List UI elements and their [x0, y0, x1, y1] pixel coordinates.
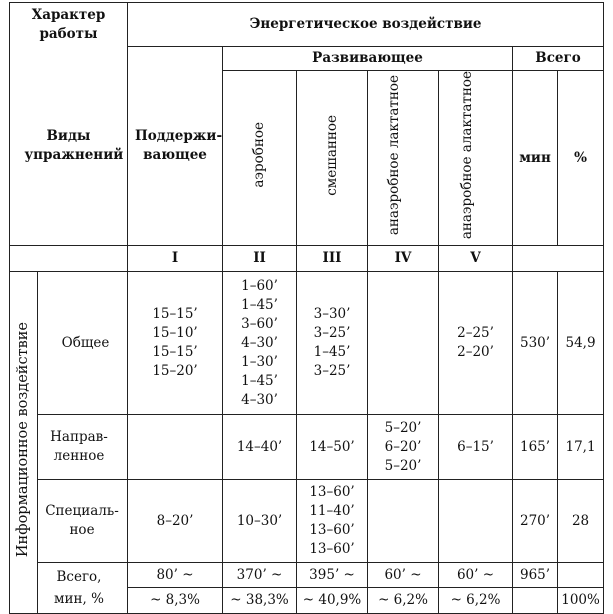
- special-col-4: [367, 479, 440, 564]
- total-min-2: 370’ ~: [222, 562, 298, 589]
- directed-col-5: 6–15’: [438, 414, 514, 481]
- roman-empty-total: [512, 245, 605, 273]
- total-min-empty: [557, 562, 605, 589]
- total-min-4: 60’ ~: [367, 562, 440, 589]
- energy-effect-header: Энергетическое воздействие: [127, 2, 605, 47]
- row-directed-label: Направ-ленное: [36, 414, 129, 481]
- anaerobic-alactate-header: анаэробное алактатное: [438, 69, 514, 247]
- total-pct-1: ~ 8,3%: [127, 587, 224, 614]
- total-pct-4: ~ 6,2%: [367, 587, 440, 614]
- anaerobic-lactate-header: анаэробное лактатное: [367, 69, 440, 247]
- general-col-5: 2–25’ 2–20’: [438, 271, 514, 416]
- total-min-sum: 965’: [512, 562, 559, 589]
- general-min: 530’: [512, 271, 559, 416]
- row-special-label: Специаль-ное: [36, 479, 129, 564]
- aerobic-header: аэробное: [222, 69, 298, 247]
- directed-col-2: 14–40’: [222, 414, 298, 481]
- total-min-5: 60’ ~: [438, 562, 514, 589]
- directed-col-3: 14–50’: [296, 414, 369, 481]
- general-col-1: 15–15’ 15–10’ 15–15’ 15–20’: [127, 271, 224, 416]
- roman-1: I: [127, 245, 224, 273]
- mixed-header: смешанное: [296, 69, 369, 247]
- roman-5: V: [438, 245, 514, 273]
- directed-col-1: [127, 414, 224, 481]
- exercise-types-header: Виды упражнений: [8, 46, 129, 247]
- special-col-3: 13–60’ 11–40’ 13–60’ 13–60’: [296, 479, 369, 564]
- work-character-header: Характер работы: [8, 2, 129, 47]
- roman-empty: [8, 245, 129, 273]
- total-pct-5: ~ 6,2%: [438, 587, 514, 614]
- special-min: 270’: [512, 479, 559, 564]
- directed-pct: 17,1: [557, 414, 605, 481]
- general-col-3: 3–30’ 3–25’ 1–45’ 3–25’: [296, 271, 369, 416]
- percent-header: %: [557, 69, 605, 247]
- roman-3: III: [296, 245, 369, 273]
- special-col-2: 10–30’: [222, 479, 298, 564]
- info-effect-label: Информационное воздействие: [9, 271, 38, 614]
- row-general-label: Общее: [36, 271, 129, 416]
- total-pct-2: ~ 38,3%: [222, 587, 298, 614]
- directed-col-4: 5–20’ 6–20’ 5–20’: [367, 414, 440, 481]
- min-header: мин: [512, 69, 559, 247]
- total-pct-sum: 100%: [557, 587, 605, 614]
- special-col-5: [438, 479, 514, 564]
- developing-header: Развивающее: [222, 46, 514, 71]
- special-col-1: 8–20’: [127, 479, 224, 564]
- total-header: Всего: [512, 46, 605, 71]
- maintaining-header: Поддержи-вающее: [127, 45, 224, 246]
- roman-4: IV: [367, 245, 440, 273]
- roman-2: II: [222, 245, 298, 273]
- total-min-3: 395’ ~: [296, 562, 369, 589]
- special-pct: 28: [557, 479, 605, 564]
- general-col-4: [367, 271, 440, 416]
- general-col-2: 1–60’ 1–45’ 3–60’ 4–30’ 1–30’ 1–45’ 4–30’: [222, 271, 298, 416]
- row-total-label: Всего, мин, %: [36, 562, 129, 614]
- general-pct: 54,9: [557, 271, 605, 416]
- directed-min: 165’: [512, 414, 559, 481]
- total-min-1: 80’ ~: [127, 562, 224, 589]
- energy-info-table: Характер работы Энергетическое воздейств…: [8, 2, 605, 614]
- total-pct-empty: [512, 587, 559, 614]
- total-pct-3: ~ 40,9%: [296, 587, 369, 614]
